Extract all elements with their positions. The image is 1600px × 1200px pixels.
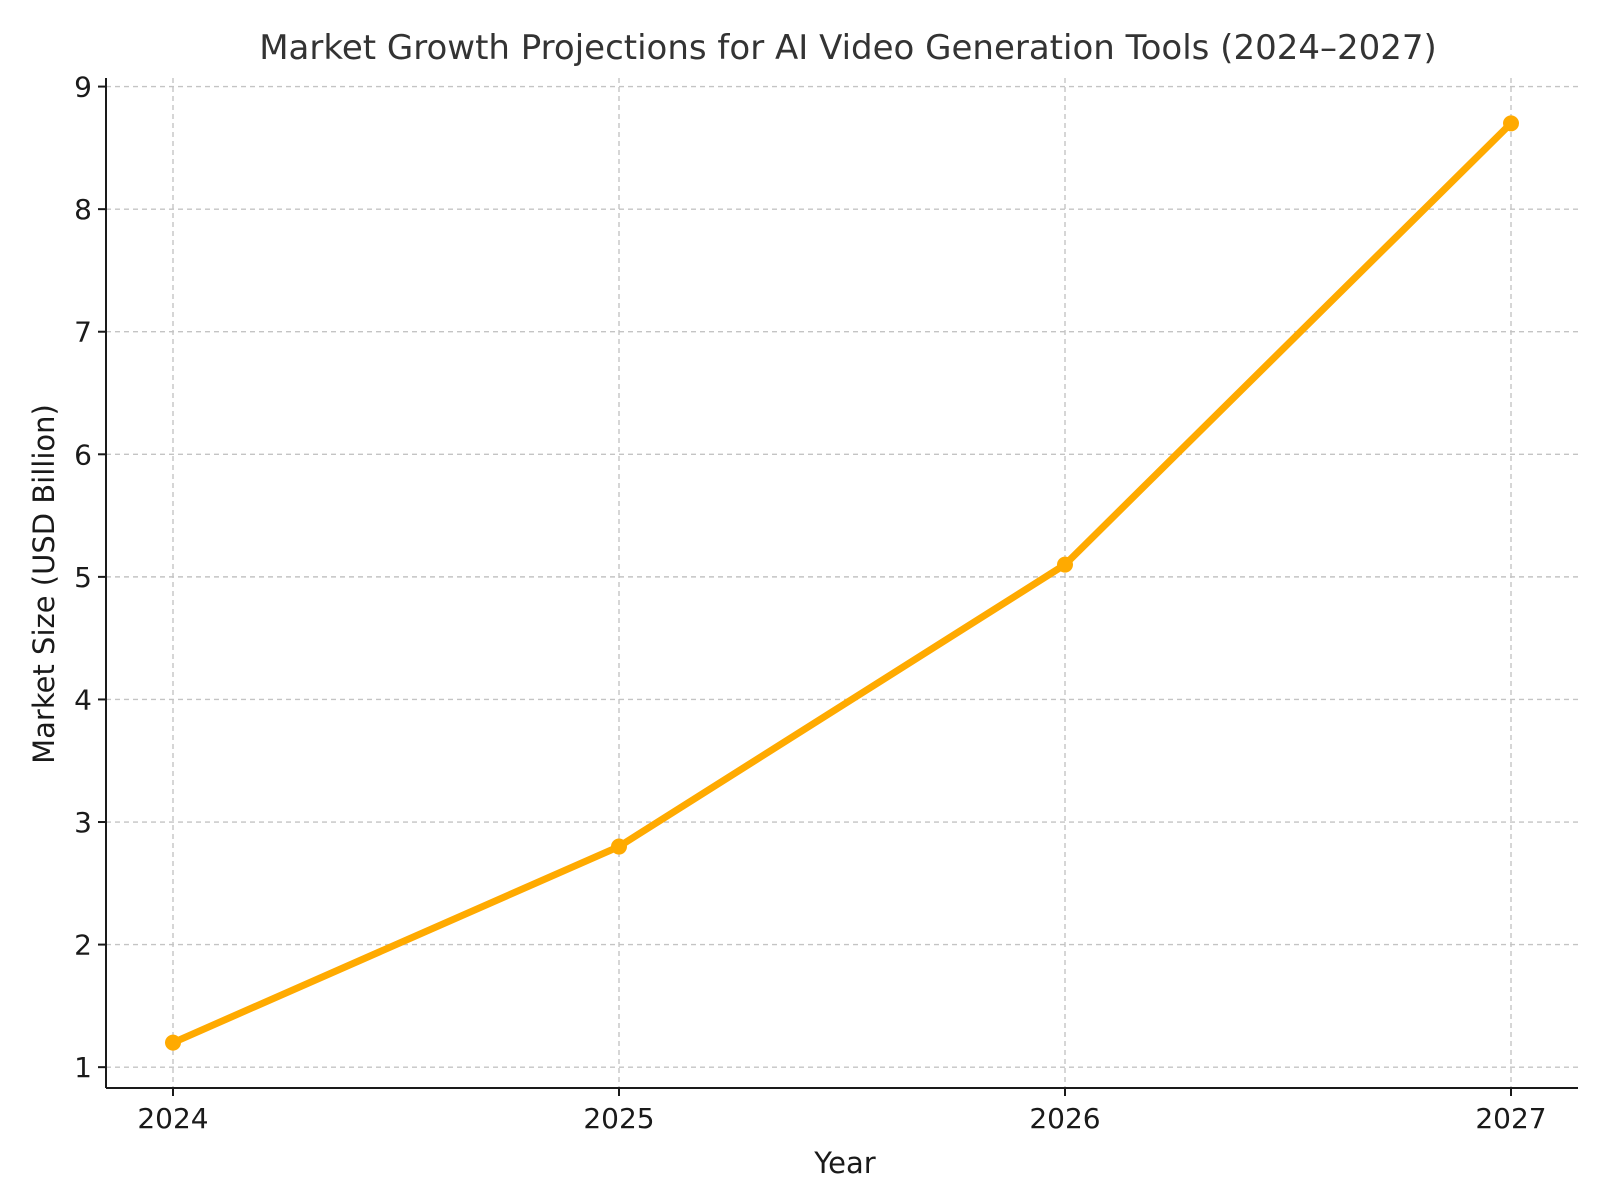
y-tick-label: 8 xyxy=(74,193,92,226)
data-point xyxy=(165,1034,181,1051)
x-tick-label: 2027 xyxy=(1475,1102,1546,1135)
chart-text: Market Growth Projections for AI Video G… xyxy=(27,28,1437,1180)
y-tick-label: 5 xyxy=(74,561,92,594)
series-line xyxy=(169,119,1515,1047)
data-point xyxy=(1057,556,1073,573)
y-tick-label: 1 xyxy=(74,1051,92,1084)
y-tick-label: 6 xyxy=(74,438,92,471)
grid xyxy=(106,78,1578,1088)
data-point xyxy=(611,838,627,855)
x-tick-label: 2025 xyxy=(583,1102,654,1135)
axes xyxy=(105,78,1578,1089)
y-tick-label: 9 xyxy=(74,71,92,104)
y-tick-label: 2 xyxy=(74,929,92,962)
x-tick-label: 2026 xyxy=(1029,1102,1100,1135)
y-tick-label: 3 xyxy=(74,806,92,839)
data-point xyxy=(1503,115,1519,132)
series xyxy=(165,115,1519,1051)
x-axis-label: Year xyxy=(813,1146,875,1180)
chart-title: Market Growth Projections for AI Video G… xyxy=(259,28,1437,68)
tick-labels: 1 2 3 4 5 6 7 8 9 2024 2025 2026 2027 xyxy=(74,71,1546,1135)
y-tick-label: 7 xyxy=(74,316,92,349)
y-axis-label: Market Size (USD Billion) xyxy=(27,404,61,764)
y-tick-label: 4 xyxy=(74,683,92,716)
x-tick-label: 2024 xyxy=(137,1102,208,1135)
